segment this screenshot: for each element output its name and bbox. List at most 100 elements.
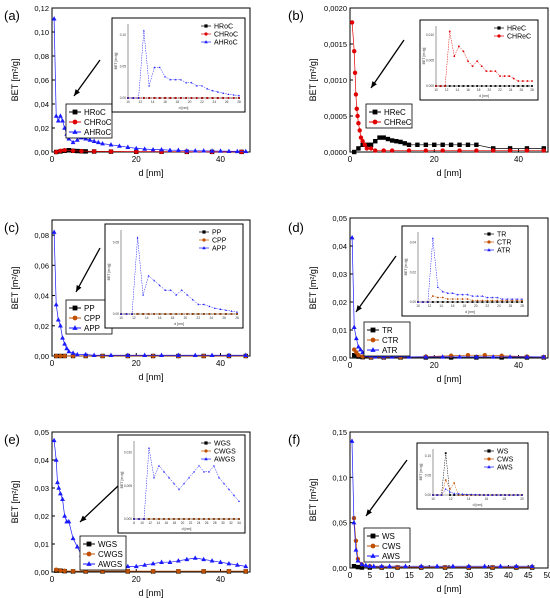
data-point	[529, 563, 535, 568]
inset-data-point	[501, 299, 504, 302]
data-point	[95, 139, 101, 145]
data-point	[499, 353, 504, 358]
inset-legend-swatch	[487, 240, 491, 244]
x-tick-label: 40	[216, 359, 225, 368]
inset-series-AWGS	[133, 447, 240, 520]
inset-data-point	[457, 494, 460, 496]
data-point	[513, 563, 519, 568]
data-point	[58, 568, 63, 573]
data-point	[53, 457, 59, 462]
inset-data-point	[213, 307, 216, 309]
inset-data-point	[202, 303, 205, 306]
inset-x-tick-label: 16	[158, 316, 162, 320]
inset-x-tick-label: 12	[445, 88, 449, 92]
inset-legend-swatch	[204, 32, 208, 36]
inset-data-point	[201, 97, 203, 99]
inset-x-tick-label: 16	[163, 100, 167, 104]
inset-data-point	[213, 518, 215, 520]
legend-swatch	[370, 327, 376, 333]
inset-data-point	[195, 84, 198, 87]
data-point	[58, 353, 63, 359]
inset-data-point	[451, 301, 454, 303]
data-point	[226, 148, 232, 154]
inset-data-point	[179, 97, 182, 99]
inset-data-point	[142, 97, 145, 99]
legend-label: ATR	[382, 346, 398, 355]
data-point	[362, 142, 367, 147]
panel-2: (b) 0,0000 0,0005 0,0010 0,0015 0,0020 0 20 40 d …	[288, 4, 549, 178]
data-point	[91, 149, 97, 154]
inset-data-point	[232, 97, 235, 99]
data-point	[465, 353, 471, 358]
x-tick-label: 45	[524, 571, 533, 580]
inset-data-point	[496, 296, 499, 299]
data-point	[133, 145, 139, 151]
data-point	[352, 70, 358, 76]
data-point	[357, 128, 362, 133]
inset-x-tick-label: 28	[530, 88, 534, 92]
data-point	[498, 563, 503, 568]
arrow-shaft	[355, 255, 397, 313]
inset-data-point	[158, 518, 160, 520]
data-point	[379, 563, 385, 568]
x-tick-label: 20	[425, 571, 434, 580]
inset-data-point	[480, 65, 483, 68]
data-point	[353, 547, 359, 552]
inset-data-point	[193, 470, 195, 473]
inset-series-HReC	[435, 85, 533, 87]
data-point	[87, 137, 93, 142]
data-point	[524, 148, 530, 153]
inset-data-point	[521, 85, 524, 87]
data-point	[125, 352, 131, 358]
inset-y-axis-label: BET [m²/g]	[114, 53, 118, 70]
inset-legend-swatch	[204, 441, 208, 445]
inset-data-point	[230, 313, 233, 315]
y-tick-label: 0,00	[34, 568, 49, 577]
legend-label: AWGS	[98, 560, 122, 569]
inset-data-point	[169, 313, 172, 315]
inset-data-point	[444, 479, 447, 481]
inset-data-point	[449, 488, 451, 490]
inset-data-point	[136, 313, 139, 315]
series-CWGS	[54, 567, 248, 574]
inset-legend-label: AWGS	[214, 457, 235, 464]
data-point	[406, 354, 412, 359]
inset: 8 10 12 14 16 18 20 22 24 26 28 30 32 34 0.000 0.005 0.0…	[117, 434, 246, 534]
inset-data-point	[147, 274, 150, 277]
x-tick-label: 20	[430, 155, 439, 164]
inset-data-point	[153, 279, 156, 282]
data-point	[54, 567, 59, 572]
data-point	[70, 148, 76, 153]
panel-6: (f) 0,00 0,05 0,10 0,15 0 5 10 15 20 25 30 35 40 45 50 d…	[288, 428, 550, 594]
data-point	[442, 564, 448, 570]
inset-data-point	[137, 96, 140, 99]
inset-data-point	[178, 518, 180, 520]
inset-data-point	[421, 300, 424, 303]
inset-data-point	[476, 295, 479, 297]
inset-legend-swatch	[204, 449, 208, 453]
inset-data-point	[448, 85, 451, 87]
legend-label: PP	[84, 304, 95, 313]
inset-x-axis-label: d [nm]	[465, 310, 475, 314]
data-point	[351, 563, 357, 569]
data-point	[58, 323, 63, 328]
inset-x-tick-label: 26	[205, 521, 209, 525]
y-tick-label: 0,0000	[324, 148, 347, 157]
data-point	[389, 354, 395, 359]
data-point	[371, 563, 377, 568]
inset-data-point	[211, 89, 214, 92]
inset-data-point	[431, 295, 434, 297]
data-point	[367, 563, 373, 568]
data-point	[243, 148, 249, 154]
data-point	[440, 148, 445, 153]
data-point	[55, 118, 61, 123]
data-point	[184, 556, 190, 562]
inset-x-tick-label: 24	[213, 100, 217, 104]
inset-data-point	[223, 482, 225, 485]
x-tick-label: 40	[514, 361, 523, 370]
data-point	[398, 139, 403, 145]
inset-x-tick-label: 10	[416, 304, 420, 308]
inset-data-point	[236, 313, 238, 315]
data-point	[62, 353, 67, 359]
